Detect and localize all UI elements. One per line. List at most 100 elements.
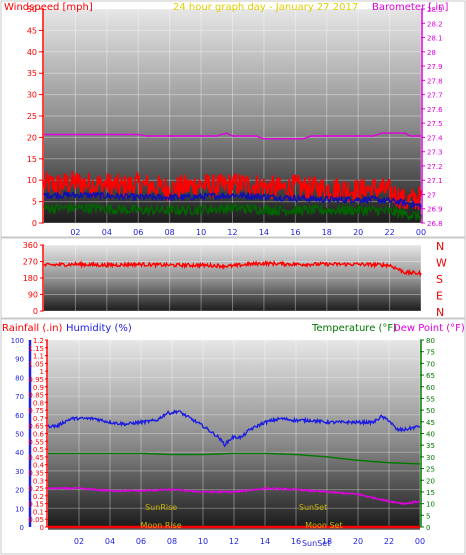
barometer-axis-label: Barometer [.in] [372, 2, 448, 13]
temperature-tick-label: 60 [426, 384, 435, 392]
x-tick-label: 10 [198, 537, 208, 546]
series-magenta-line [44, 132, 421, 140]
chart-title: 24 hour graph day - January 27 2017 [173, 2, 358, 13]
rain-tick-label: 0.3 [33, 477, 44, 485]
x-tick-label: 22 [384, 537, 394, 546]
windspeed-axis-label: Windspeed [mph] [4, 2, 93, 13]
temperature-tick-label: 25 [426, 466, 435, 474]
temperature-tick-label: 0 [426, 524, 430, 532]
humidity-tick-label: 50 [15, 431, 24, 439]
y-tick-label: 28.3 [427, 6, 443, 14]
y-tick-label: 26.9 [427, 206, 443, 214]
humidity-tick-label: 40 [15, 449, 24, 457]
rain-tick-label: 0.7 [33, 415, 44, 423]
y-tick-label: 270 [23, 258, 38, 267]
x-tick-label: 04 [102, 228, 112, 237]
compass-label: S [436, 273, 443, 286]
x-tick-label: 02 [74, 537, 84, 546]
plot-1-series [43, 132, 422, 222]
x-tick-label: 16 [290, 228, 300, 237]
y-tick-label: 28.2 [427, 20, 443, 28]
x-tick-label: 14 [259, 228, 269, 237]
plot-2-grid [44, 244, 422, 312]
humidity-tick-label: 20 [15, 487, 24, 495]
x-tick-label: 06 [133, 228, 143, 237]
sun-moon-annotations: SunRise SunSet Moon Rise Moon Set SunSet [141, 503, 343, 548]
temperature-tick-label: 20 [426, 477, 435, 485]
y-tick-label: 25 [27, 112, 37, 121]
y-tick-label: 28 [427, 49, 436, 57]
plot-2-background [44, 245, 421, 311]
y-tick-label: 20 [27, 133, 37, 142]
y-tick-label: 30 [27, 91, 37, 100]
y-tick-label: 27.1 [427, 177, 443, 185]
humidity-tick-label: 60 [15, 412, 24, 420]
humidity-tick-label: 90 [15, 356, 24, 364]
y-tick-label: 27.8 [427, 77, 443, 85]
y-tick-label: 27.3 [427, 149, 443, 157]
compass-label: W [436, 257, 447, 270]
x-tick-label: 16 [291, 537, 301, 546]
plot-3-axes: 02 04 06 08 10 12 14 16 18 20 22 000102030405060708… [11, 337, 435, 546]
y-tick-label: 35 [27, 69, 37, 78]
rain-tick-label: 0.65 [28, 423, 44, 431]
x-tick-label: 20 [353, 228, 363, 237]
rain-tick-label: 0.9 [33, 384, 44, 392]
x-tick-label: 06 [136, 537, 146, 546]
humidity-tick-label: 30 [15, 468, 24, 476]
rain-tick-label: 0.8 [33, 399, 44, 407]
series-navy-line [43, 191, 422, 210]
y-tick-label: 27.4 [427, 134, 443, 142]
panel-3-frame [0, 318, 466, 555]
rain-tick-label: 0.4 [33, 462, 45, 470]
temperature-tick-label: 55 [426, 395, 435, 403]
y-tick-label: 27.6 [427, 106, 443, 114]
x-tick-label: 08 [167, 537, 177, 546]
humidity-tick-label: 100 [11, 337, 24, 345]
temperature-tick-label: 65 [426, 372, 435, 380]
y-tick-label: 40 [27, 48, 37, 57]
y-tick-label: 27.7 [427, 92, 443, 100]
series-green-line [48, 452, 420, 465]
y-tick-label: 27.5 [427, 120, 443, 128]
panel-1-frame [0, 0, 466, 238]
temperature-tick-label: 35 [426, 442, 435, 450]
rain-tick-label: 0.55 [28, 438, 44, 446]
humidity-tick-label: 80 [15, 374, 24, 382]
annotation-label: SunRise [145, 503, 177, 512]
compass-label: E [436, 290, 443, 303]
annotation-label: Moon Set [305, 521, 342, 530]
x-tick-label: 00 [416, 228, 426, 237]
x-tick-label: 00 [415, 537, 425, 546]
temperature-tick-label: 70 [426, 360, 435, 368]
x-tick-label: 18 [322, 228, 332, 237]
plot-3-grid [48, 339, 421, 528]
y-tick-label: 27.2 [427, 163, 443, 171]
y-tick-label: 10 [27, 176, 37, 185]
y-tick-label: 180 [23, 274, 38, 283]
annotation-label: SunSet [299, 503, 327, 512]
x-tick-label: 12 [229, 537, 239, 546]
y-tick-label: 27.9 [427, 63, 443, 71]
rain-tick-label: 0.85 [28, 392, 44, 400]
temperature-tick-label: 30 [426, 454, 435, 462]
rain-tick-label: 0.1 [33, 508, 44, 516]
rainfall-axis-label: Rainfall (.in) [2, 323, 63, 334]
rain-tick-label: 0.15 [28, 501, 44, 509]
rain-tick-label: 0.2 [33, 493, 44, 501]
x-tick-label: 08 [165, 228, 175, 237]
rain-tick-label: 1.1 [33, 353, 44, 361]
y-tick-label: 45 [27, 26, 37, 35]
plot-2-series [43, 259, 422, 278]
panel-2-frame [0, 237, 466, 319]
rain-tick-label: 1.2 [33, 337, 44, 345]
temperature-tick-label: 80 [426, 337, 435, 345]
rain-tick-label: 0.6 [33, 431, 45, 439]
rain-tick-label: 0.45 [28, 454, 44, 462]
dewpoint-axis-label: Dew Point (°F) [393, 323, 465, 334]
plot-3-background [48, 340, 420, 527]
plot-3-series [47, 409, 421, 530]
compass-label: N [436, 240, 444, 253]
compass-label: N [436, 306, 444, 319]
x-tick-label: 18 [322, 537, 332, 546]
